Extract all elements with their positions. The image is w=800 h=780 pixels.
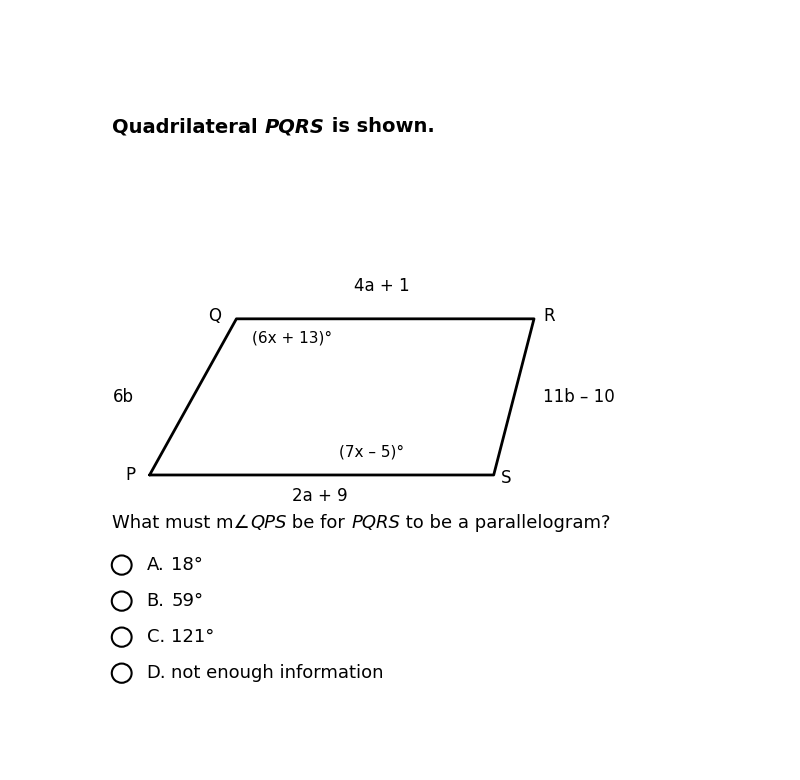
Text: PQRS: PQRS [265,117,325,136]
Text: Quadrilateral: Quadrilateral [112,117,265,136]
Text: D.: D. [146,665,166,682]
Text: B.: B. [146,592,165,610]
Text: 18°: 18° [171,556,203,574]
Text: to be a parallelogram?: to be a parallelogram? [400,514,610,532]
Text: 6b: 6b [113,388,134,406]
Text: A.: A. [146,556,164,574]
Text: PQRS: PQRS [351,514,400,532]
Text: R: R [543,307,555,324]
Text: be for: be for [286,514,351,532]
Text: P: P [126,466,136,484]
Text: 59°: 59° [171,592,203,610]
Text: 2a + 9: 2a + 9 [292,487,348,505]
Text: QPS: QPS [250,514,286,532]
Text: (7x – 5)°: (7x – 5)° [338,445,404,460]
Text: not enough information: not enough information [171,665,384,682]
Text: 11b – 10: 11b – 10 [543,388,615,406]
Text: S: S [501,469,512,487]
Text: C.: C. [146,628,165,646]
Text: Q: Q [208,307,221,324]
Text: What must m∠: What must m∠ [112,514,250,532]
Text: (6x + 13)°: (6x + 13)° [252,331,332,346]
Text: 4a + 1: 4a + 1 [354,277,410,295]
Text: is shown.: is shown. [325,117,434,136]
Text: 121°: 121° [171,628,214,646]
